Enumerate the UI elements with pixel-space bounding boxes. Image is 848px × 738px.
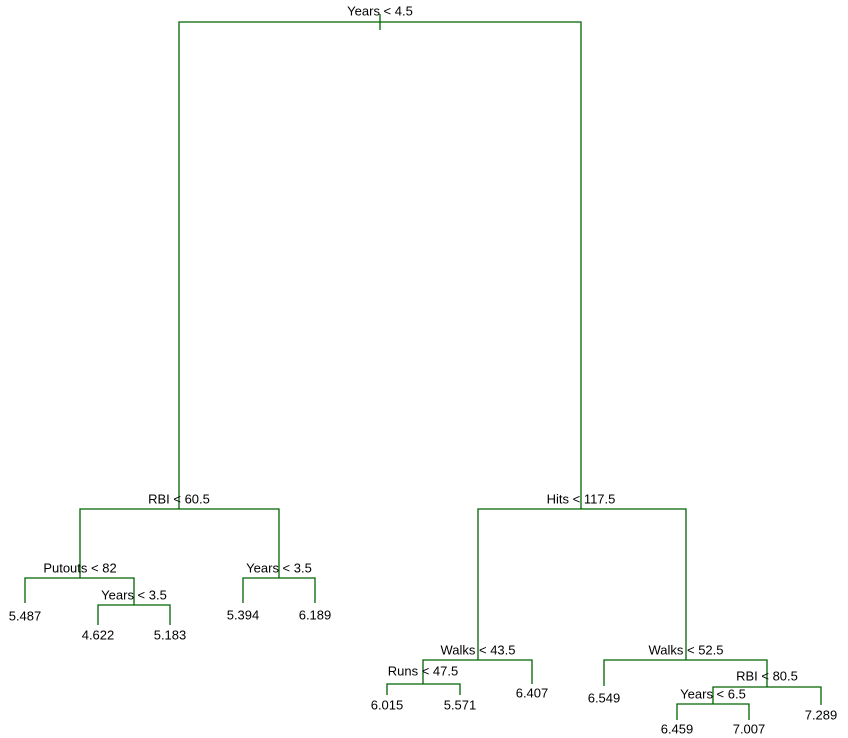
edge <box>24 577 135 605</box>
leaf-value: 5.487 <box>9 608 42 623</box>
split-label: RBI < 80.5 <box>736 668 798 683</box>
split-label: Years < 3.5 <box>246 560 312 575</box>
leaf-value: 4.622 <box>82 627 115 642</box>
leaf-value: 7.289 <box>805 707 838 722</box>
split-label: Runs < 47.5 <box>388 663 458 678</box>
split-label: Putouts < 82 <box>43 560 116 575</box>
edge <box>422 659 533 684</box>
edge <box>712 686 822 705</box>
split-label: Years < 6.5 <box>680 686 746 701</box>
node-labels: Years < 4.5 RBI < 60.5 Putouts < 82 5.48… <box>9 3 838 736</box>
edge <box>477 508 687 660</box>
leaf-value: 6.015 <box>371 697 404 712</box>
tree-edges <box>24 14 822 720</box>
edge <box>79 508 280 578</box>
leaf-value: 5.183 <box>154 627 187 642</box>
leaf-value: 6.549 <box>588 690 621 705</box>
edge <box>386 683 461 695</box>
leaf-value: 7.007 <box>733 721 766 736</box>
split-label: Years < 4.5 <box>347 3 413 18</box>
edge <box>603 659 768 687</box>
split-label: Hits < 117.5 <box>547 491 616 506</box>
leaf-value: 6.189 <box>299 607 332 622</box>
split-label: Years < 3.5 <box>101 587 167 602</box>
split-label: RBI < 60.5 <box>148 491 210 506</box>
split-label: Walks < 52.5 <box>648 642 723 657</box>
leaf-value: 6.459 <box>661 721 694 736</box>
edge <box>242 577 316 603</box>
leaf-value: 5.571 <box>444 697 477 712</box>
split-label: Walks < 43.5 <box>440 642 515 657</box>
leaf-value: 6.407 <box>516 685 549 700</box>
edge <box>178 14 582 509</box>
leaf-value: 5.394 <box>227 607 260 622</box>
edge <box>97 604 171 625</box>
edge <box>676 703 750 720</box>
